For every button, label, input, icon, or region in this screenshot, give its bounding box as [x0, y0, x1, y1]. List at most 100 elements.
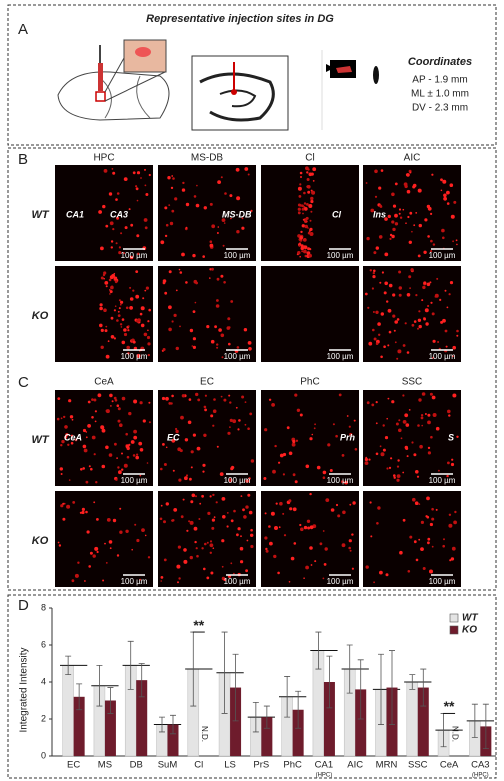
significance: ** [193, 617, 204, 633]
cell [94, 420, 97, 423]
cell [413, 540, 417, 544]
cell [237, 527, 241, 531]
cell [110, 316, 114, 320]
cell [349, 432, 353, 437]
cell [397, 459, 400, 462]
cell [273, 554, 277, 559]
cell [427, 420, 431, 425]
cell [168, 270, 172, 274]
cell [229, 426, 231, 428]
cell [370, 208, 375, 213]
cell [121, 452, 123, 455]
cell [180, 415, 184, 420]
cell [423, 281, 427, 285]
cell [434, 293, 439, 298]
cell [305, 565, 309, 570]
cell [120, 232, 123, 235]
micrograph [158, 266, 256, 362]
x-tick-label: MRN [376, 760, 398, 771]
cell [100, 246, 104, 251]
cell [309, 219, 312, 222]
cell [69, 415, 74, 419]
cell [307, 185, 311, 189]
cell [322, 470, 327, 475]
cell [193, 195, 197, 198]
cell [103, 271, 107, 275]
cell [314, 560, 317, 563]
cell [247, 427, 250, 431]
cell [192, 253, 196, 258]
scale-bar-label: 100 µm [121, 577, 148, 586]
cell [393, 474, 396, 477]
cell [277, 571, 280, 575]
cell [83, 448, 88, 453]
cell [452, 240, 454, 243]
cell [417, 327, 419, 330]
x-tick-sublabel: (HPC) [316, 773, 333, 779]
cell [181, 394, 186, 398]
cell [375, 401, 378, 404]
cell [114, 442, 117, 446]
cell [219, 472, 224, 476]
error-bar [263, 705, 270, 729]
cell [369, 269, 372, 272]
cell [132, 171, 136, 175]
cell [300, 527, 304, 532]
cell [382, 448, 386, 452]
cell [417, 188, 422, 193]
cell [414, 501, 419, 506]
cell [420, 416, 424, 420]
row-label: WT [31, 434, 49, 446]
cell [297, 251, 301, 255]
cell [59, 467, 63, 471]
cell [394, 213, 398, 218]
cell [144, 184, 147, 187]
cell [113, 272, 116, 275]
cell [396, 357, 399, 360]
cell [85, 480, 89, 484]
cell [391, 220, 395, 224]
cell [241, 226, 245, 230]
cell [233, 572, 235, 575]
x-tick-label: EC [67, 760, 80, 771]
cell [349, 549, 352, 552]
cell [147, 556, 151, 559]
cell [89, 551, 93, 555]
cell [384, 281, 389, 286]
cell [129, 255, 134, 260]
cell [135, 270, 139, 273]
cell [70, 434, 74, 437]
bar-chart: 0 2 4 6 8 EC MS DB SuM Cl N.D. LS PrS PhC CA1 (HPC) AIC M… [41, 602, 496, 779]
cell [100, 328, 104, 332]
cell [136, 353, 141, 358]
cell [188, 398, 192, 401]
x-tick-label: CA3 [471, 760, 489, 771]
cell [247, 493, 251, 497]
cell [422, 285, 426, 290]
cell [297, 211, 301, 215]
error-bar [284, 676, 291, 718]
cell [275, 502, 278, 505]
cell [102, 204, 106, 209]
cell [64, 435, 68, 439]
cell [304, 254, 308, 258]
cell [171, 438, 176, 443]
scale-bar-label: 100 µm [224, 251, 251, 260]
cell [313, 427, 316, 430]
cell [402, 394, 405, 397]
cell [193, 279, 198, 284]
cell [182, 181, 185, 185]
cell [244, 423, 247, 426]
cell [290, 556, 295, 561]
cell [348, 546, 352, 550]
cell [192, 310, 196, 313]
cell [444, 329, 448, 333]
cell [133, 346, 138, 351]
cell [348, 539, 352, 543]
cell [303, 245, 306, 248]
cell [390, 457, 393, 460]
cell [88, 565, 91, 568]
cell [268, 525, 271, 528]
cell [116, 457, 118, 459]
cell [229, 401, 232, 404]
